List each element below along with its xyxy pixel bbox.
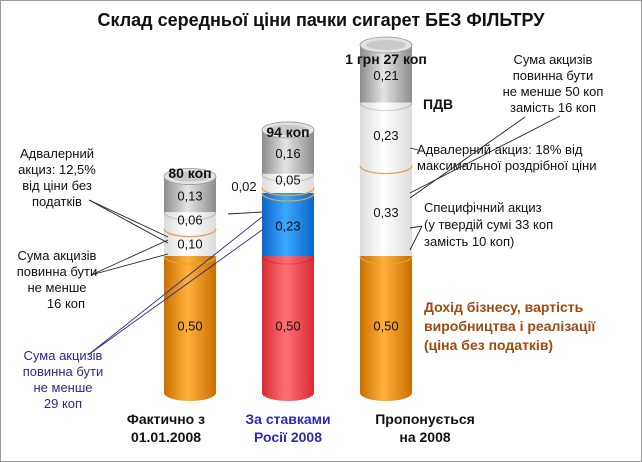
annotation-line: Сума акцизів	[514, 52, 593, 67]
leader-lines	[88, 115, 561, 276]
segment-edge	[359, 255, 413, 265]
annotation-line: Дохід бізнесу, вартість	[424, 299, 584, 315]
category-label: Пропонується	[375, 411, 475, 427]
annotation-line: Адвалерний	[20, 146, 94, 161]
leader-line	[90, 253, 169, 276]
cylinder-top-shade	[170, 171, 210, 182]
leader-line	[409, 147, 419, 151]
leader-line	[90, 239, 169, 276]
annotation-line: Адвалерний акциз: 18% від	[417, 142, 583, 157]
cylinder-top-shade	[366, 40, 406, 51]
segment-edge	[163, 228, 217, 238]
segment-edge	[261, 173, 315, 183]
annotation-line: від ціни без	[22, 178, 92, 193]
bar-value-label: 0,50	[275, 319, 300, 334]
bar-value-label: 0,21	[373, 68, 398, 83]
annotation-line: Сума акцизів	[24, 348, 103, 363]
bar-value-label: 0,02	[231, 179, 256, 194]
bar-segment	[360, 102, 412, 166]
segment-edge	[261, 192, 315, 202]
annotation-business-income: Дохід бізнесу, вартість виробництва і ре…	[424, 299, 596, 353]
bar-value-label: 0,13	[177, 188, 202, 203]
bar-segment	[262, 187, 314, 193]
bar-value-label: 0,50	[177, 319, 202, 334]
leader-line	[87, 229, 263, 356]
annotation-line: замість 10 коп)	[424, 234, 514, 249]
category-label: на 2008	[399, 429, 450, 445]
bar-value-label: 0,23	[275, 218, 300, 233]
leader-lines-blue	[87, 216, 263, 356]
bar-value-label: 0,10	[177, 236, 202, 251]
leader-line	[87, 216, 263, 356]
annotation-line: не менше	[33, 380, 92, 395]
annotation-line: Специфічний акциз	[424, 200, 542, 215]
bar-segment	[164, 212, 216, 229]
category-labels: Фактично з 01.01.2008 За ставками Росії …	[127, 411, 475, 445]
leader-line	[88, 199, 169, 238]
bar-value-label: 0,23	[373, 128, 398, 143]
annotation-line: (у твердій сумі 33 коп	[424, 217, 553, 232]
leader-line	[88, 199, 169, 244]
leader-line	[409, 115, 561, 194]
cylinder-top-shade	[268, 124, 308, 135]
segment-edge	[359, 165, 413, 175]
segment-edge	[261, 255, 315, 265]
category-label: 01.01.2008	[131, 429, 201, 445]
bar-value-label: 0,05	[275, 173, 300, 188]
annotation-line: акциз: 12,5%	[18, 162, 96, 177]
bar-segment	[360, 45, 412, 103]
pdv-label: ПДВ	[423, 96, 453, 112]
bar-segment	[360, 165, 412, 256]
chart-title: Склад середньої ціни пачки сигарет БЕЗ Ф…	[98, 10, 546, 30]
annotation-line: Сума акцизів	[18, 248, 97, 263]
leader-line	[409, 225, 423, 229]
segment-edge	[163, 212, 217, 221]
annotation-line: виробництва і реалізації	[424, 318, 596, 334]
bar-segment	[262, 192, 314, 256]
annotation-line: податків	[32, 194, 82, 209]
annotation-line: не менше	[27, 280, 86, 295]
bar-value-label: 0,50	[373, 319, 398, 334]
annotation-line: повинна бути	[17, 264, 98, 279]
chart-columns: 0,50 0,10 0,06 0,13 0,50 0,23 0,02 0,05 0,16 0,50…	[163, 36, 413, 401]
annotation-line: 16 коп	[47, 296, 85, 311]
category-label: За ставками	[245, 411, 330, 427]
annotation-line: (ціна без податків)	[424, 337, 553, 353]
annotation-min-excise-29: Сума акцизів повинна бути не менше 29 ко…	[23, 348, 104, 411]
annotation-min-excise-16: Сума акцизів повинна бути не менше 16 ко…	[17, 248, 98, 311]
bar-value-label: 0,06	[177, 212, 202, 227]
segment-edge	[261, 187, 315, 197]
annotation-line: 29 коп	[44, 396, 82, 411]
annotation-advalorem-left: Адвалерний акциз: 12,5% від ціни без под…	[18, 146, 96, 209]
bar-segment	[262, 256, 314, 393]
segment-edge	[359, 102, 413, 112]
leader-line	[409, 225, 423, 251]
leader-line	[409, 116, 526, 199]
bar-value-label: 0,16	[275, 146, 300, 161]
category-label: Росії 2008	[254, 429, 322, 445]
annotation-advalorem-right: Адвалерний акциз: 18% від максимальної р…	[417, 142, 596, 173]
annotation-line: замість 16 коп	[510, 100, 596, 115]
annotation-line: повинна бути	[513, 68, 594, 83]
category-label: Фактично з	[127, 411, 205, 427]
total-label-1: 80 коп	[168, 165, 211, 181]
leader-line	[227, 211, 263, 215]
bar-segment	[262, 173, 314, 188]
annotation-line: максимальної роздрібної ціни	[417, 158, 596, 173]
total-label-3: 1 грн 27 коп	[345, 51, 427, 67]
annotation-specific-excise: Специфічний акциз (у твердій сумі 33 коп…	[424, 200, 553, 249]
segment-edge	[163, 255, 217, 265]
bar-segment	[360, 256, 412, 393]
bar-segment	[164, 228, 216, 256]
annotation-line: не менше 50 коп	[503, 84, 604, 99]
annotation-min-excise-50: Сума акцизів повинна бути не менше 50 ко…	[503, 52, 604, 115]
total-label-2: 94 коп	[266, 124, 309, 140]
annotation-line: повинна бути	[23, 364, 104, 379]
bar-segment	[164, 256, 216, 393]
bar-value-label: 0,33	[373, 205, 398, 220]
